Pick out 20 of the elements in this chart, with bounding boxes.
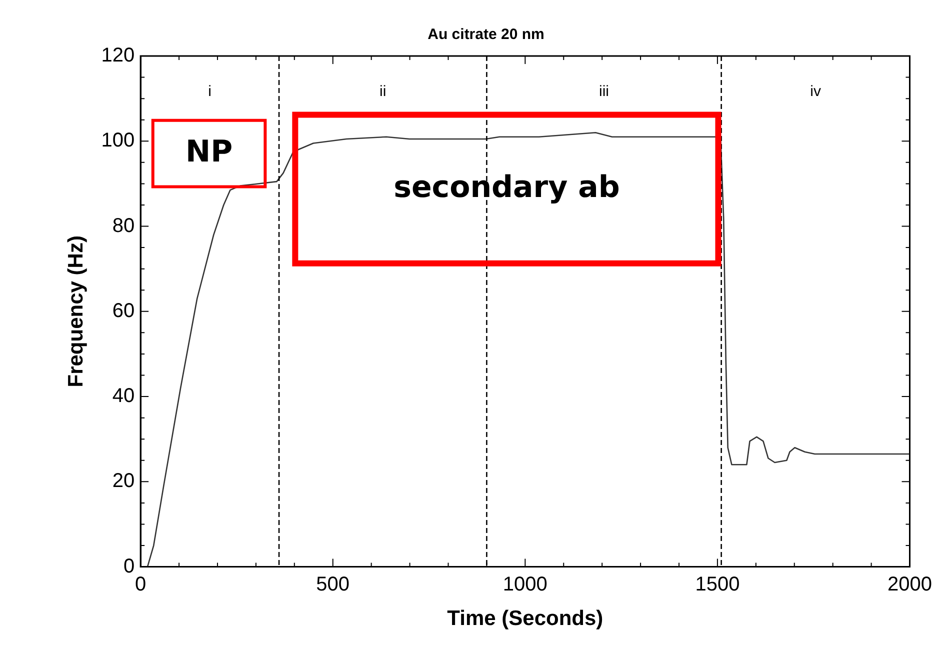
x-tick-label: 1500 bbox=[695, 573, 740, 596]
y-axis-title: Frequency (Hz) bbox=[64, 236, 88, 388]
annotation: i bbox=[208, 82, 212, 100]
x-tick-label: 500 bbox=[316, 573, 350, 596]
y-tick-label: 0 bbox=[123, 555, 135, 578]
chart-title: Au citrate 20 nm bbox=[428, 26, 544, 44]
y-tick-label: 60 bbox=[112, 300, 135, 322]
annotation: secondary ab bbox=[394, 170, 620, 205]
y-tick-label: 20 bbox=[112, 470, 135, 492]
annotation: iv bbox=[810, 82, 822, 100]
x-tick-label: 2000 bbox=[888, 573, 932, 596]
y-tick-label: 40 bbox=[112, 385, 135, 408]
x-axis-title: Time (Seconds) bbox=[447, 607, 604, 630]
y-tick-label: 100 bbox=[101, 130, 135, 152]
annotation: iii bbox=[599, 82, 610, 100]
annotation: ii bbox=[380, 82, 386, 100]
y-tick-label: 80 bbox=[112, 214, 135, 237]
annotation: NP bbox=[185, 134, 233, 170]
x-tick-label: 1000 bbox=[502, 573, 548, 596]
y-tick-label: 120 bbox=[101, 44, 135, 67]
